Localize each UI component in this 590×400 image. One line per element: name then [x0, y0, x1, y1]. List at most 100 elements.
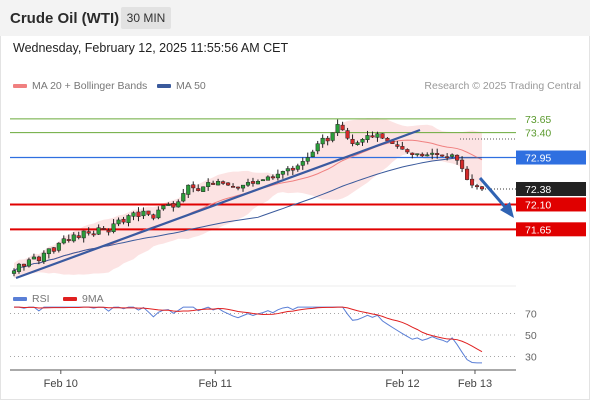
candle	[479, 186, 485, 191]
candle	[226, 182, 231, 186]
candle	[265, 175, 270, 181]
candle	[235, 186, 241, 191]
candle	[146, 210, 151, 217]
legend-bollinger: MA 20 + Bollinger Bands	[13, 80, 147, 92]
time-axis: Feb 10 Feb 11 Feb 12 Feb 13	[10, 369, 516, 390]
candle	[240, 184, 246, 192]
candle	[355, 140, 360, 146]
candle	[51, 247, 56, 254]
level-label: 72.10	[525, 199, 551, 211]
timestamp: Wednesday, February 12, 2025 11:55:56 AM…	[13, 41, 289, 55]
candle	[415, 153, 420, 157]
candle	[330, 132, 335, 143]
candle	[111, 219, 116, 234]
candle	[61, 235, 66, 245]
candle	[455, 154, 460, 165]
candle	[360, 138, 365, 146]
candle	[345, 127, 350, 140]
candle	[425, 152, 430, 157]
candle	[156, 206, 161, 220]
legend-ma50-label: MA 50	[176, 80, 206, 92]
candle	[211, 180, 216, 185]
candle	[465, 166, 470, 181]
candle	[56, 242, 61, 253]
candle	[101, 226, 106, 230]
candle	[181, 188, 186, 203]
level-label: 72.95	[525, 153, 551, 165]
candle	[420, 152, 425, 158]
x-tick-label: Feb 11	[199, 378, 232, 390]
candle	[221, 180, 226, 185]
candle	[340, 121, 345, 131]
candle	[46, 248, 51, 259]
header-bar: Crude Oil (WTI) 30 MIN	[0, 0, 590, 36]
level-tag	[516, 197, 586, 212]
candle	[91, 230, 96, 237]
rsi-tick-label: 70	[525, 309, 537, 321]
candle	[36, 255, 41, 265]
candle	[196, 184, 201, 192]
rsi-ma-line	[14, 306, 483, 353]
candle	[270, 174, 275, 180]
candle	[440, 154, 445, 157]
candle	[275, 169, 280, 181]
candle	[310, 149, 315, 158]
candle	[201, 186, 206, 192]
candle	[231, 183, 236, 188]
last-price-label: 72.38	[525, 184, 551, 196]
candle	[255, 179, 261, 185]
candle	[166, 202, 171, 206]
x-tick-label: Feb 12	[385, 378, 419, 390]
last-price-tag	[516, 182, 586, 196]
candles	[11, 119, 485, 277]
candle	[370, 131, 375, 138]
candle	[300, 157, 305, 170]
level-tag	[516, 150, 586, 165]
candle	[71, 232, 76, 243]
x-tick-label: Feb 13	[458, 378, 492, 390]
candle	[66, 234, 71, 243]
candle	[76, 231, 81, 240]
candle	[245, 178, 251, 187]
trendline	[15, 128, 421, 280]
level-tag	[516, 222, 586, 237]
legend-rsi: RSI	[13, 293, 50, 305]
candle	[136, 207, 141, 222]
candle	[469, 174, 475, 189]
candle	[320, 134, 325, 148]
candle	[86, 227, 91, 236]
candle	[41, 250, 46, 264]
candle	[430, 148, 435, 160]
instrument-title: Crude Oil (WTI)	[10, 10, 120, 27]
candle	[450, 153, 455, 159]
interval-button[interactable]: 30 MIN	[121, 7, 171, 29]
candle	[405, 148, 410, 154]
candle	[250, 177, 256, 187]
candle	[216, 178, 221, 186]
bollinger-area	[14, 118, 482, 279]
bollinger-swatch	[13, 84, 27, 88]
candle	[290, 165, 295, 176]
candle	[315, 140, 320, 155]
legend-rsi-ma-label: 9MA	[82, 293, 104, 305]
candle	[151, 213, 156, 221]
candle	[305, 152, 310, 165]
candle	[285, 166, 290, 176]
candle	[16, 262, 22, 274]
candle	[460, 156, 465, 173]
candle	[21, 263, 27, 271]
bollinger-band	[14, 118, 482, 279]
candle	[325, 135, 330, 146]
legend-rsi-label: RSI	[32, 293, 50, 305]
candle	[131, 211, 136, 221]
candle	[96, 224, 101, 235]
rsi-panel: 70 50 30	[10, 306, 537, 363]
rsi-tick-label: 50	[525, 330, 537, 342]
candle	[106, 228, 111, 236]
candle	[260, 179, 265, 182]
legend-bollinger-label: MA 20 + Bollinger Bands	[32, 80, 148, 92]
level-label: 73.40	[525, 128, 551, 140]
candle	[395, 140, 400, 149]
